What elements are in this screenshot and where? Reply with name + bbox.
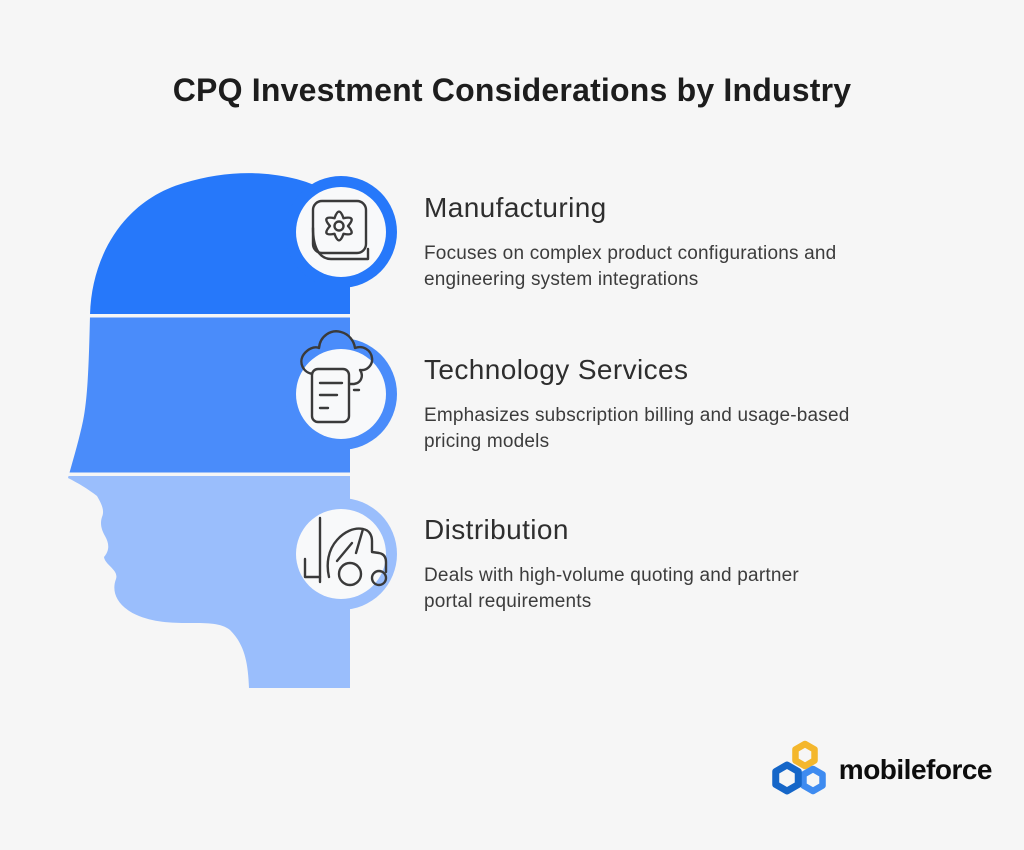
forklift-icon [303, 516, 388, 587]
icon-disc-distribution [296, 509, 386, 599]
section-manufacturing: Manufacturing Focuses on complex product… [424, 192, 944, 293]
page-title: CPQ Investment Considerations by Industr… [172, 72, 852, 108]
book-gear-icon [311, 199, 370, 261]
hexagons-logo-icon [772, 740, 826, 795]
section-technology-services: Technology Services Emphasizes subscript… [424, 354, 944, 455]
section-description: Focuses on complex product configuration… [424, 243, 837, 291]
icon-disc-manufacturing [296, 187, 386, 277]
cloud-document-icon [300, 330, 374, 424]
section-description: Emphasizes subscription billing and usag… [424, 405, 850, 453]
section-description: Deals with high-volume quoting and partn… [424, 565, 799, 613]
section-label: Distribution [424, 514, 569, 545]
section-label: Manufacturing [424, 192, 607, 223]
section-distribution: Distribution Deals with high-volume quot… [424, 514, 944, 615]
brand-logo: mobileforce [768, 740, 993, 800]
section-label: Technology Services [424, 354, 689, 385]
brand-wordmark: mobileforce [838, 754, 993, 785]
